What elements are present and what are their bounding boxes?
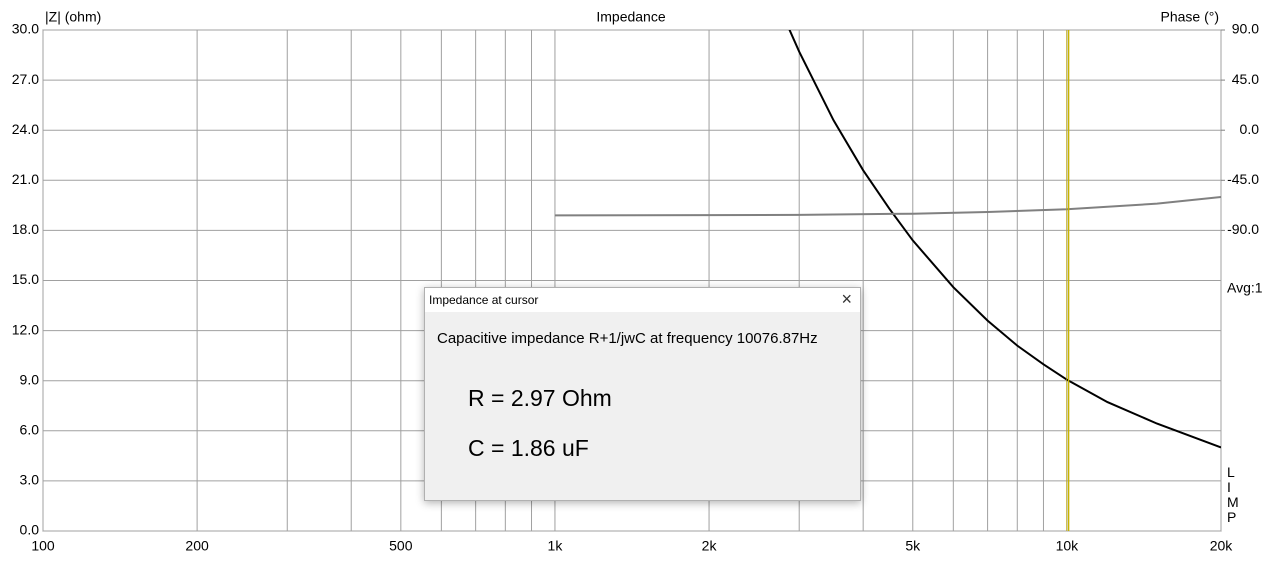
y-tick-label: 21.0 [12,171,39,187]
capacitance: C = 1.86 uF [468,435,589,461]
avg-label: Avg:1 [1227,280,1263,296]
y-tick-label: 3.0 [20,472,40,488]
x-tick-label: 200 [185,538,209,554]
dialog-message: Capacitive impedance R+1/jwC at frequenc… [437,330,818,347]
x-tick-label: 5k [905,538,921,554]
x-tick-label: 20k [1210,538,1234,554]
x-tick-label: 2k [702,538,718,554]
resistance: R = 2.97 Ohm [468,385,612,411]
y2-tick-label: -45.0 [1227,171,1259,187]
x-tick-label: 100 [31,538,55,554]
y-tick-label: 30.0 [12,21,39,37]
y-tick-label: 15.0 [12,271,39,287]
y-tick-label: 18.0 [12,221,39,237]
y2-tick-label: 0.0 [1240,121,1260,137]
dialog-title: Impedance at cursor [429,293,539,307]
side-label: LIMP [1227,464,1239,525]
y-axis-label: |Z| (ohm) [45,9,101,25]
chart-title: Impedance [596,9,665,25]
y-tick-label: 6.0 [20,422,40,438]
y2-axis-label: Phase (°) [1160,9,1219,25]
series-line [788,30,1221,449]
y-tick-label: 24.0 [12,121,39,137]
series-line [554,196,1221,217]
y2-tick-label: 45.0 [1232,71,1259,87]
y-tick-label: 9.0 [20,371,40,387]
y2-tick-label: -90.0 [1227,221,1259,237]
y2-tick-label: 90.0 [1232,21,1259,37]
marks [554,30,1221,531]
x-tick-label: 1k [548,538,564,554]
close-button[interactable]: × [841,289,852,309]
y-tick-label: 0.0 [20,522,40,538]
dialog-titlebar: Impedance at cursor × [425,288,860,312]
dialog: Impedance at cursor × Capacitive impedan… [424,287,861,501]
y-tick-label: 27.0 [12,71,39,87]
x-tick-label: 500 [389,538,413,554]
x-tick-label: 10k [1056,538,1080,554]
y-tick-label: 12.0 [12,321,39,337]
